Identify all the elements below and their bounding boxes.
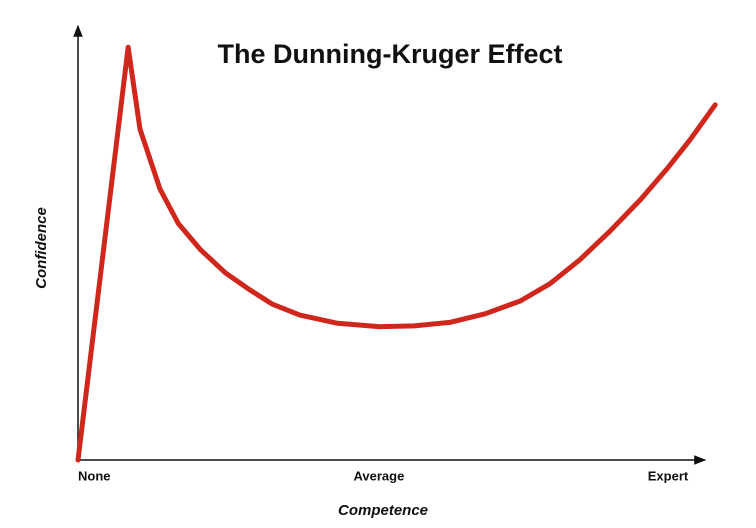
x-tick-label: Average — [353, 468, 404, 483]
y-axis-label: Confidence — [33, 207, 50, 289]
curve — [75, 44, 718, 463]
x-axis-label: Competence — [338, 502, 428, 519]
x-tick-label: None — [78, 468, 111, 483]
chart-title: The Dunning-Kruger Effect — [218, 39, 563, 69]
x-tick-label: Expert — [648, 468, 689, 483]
